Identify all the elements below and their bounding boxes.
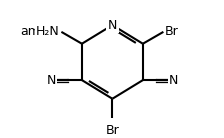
Text: N: N bbox=[46, 74, 56, 87]
Text: Br: Br bbox=[165, 25, 179, 38]
Text: amino: amino bbox=[20, 25, 59, 38]
Text: H₂N: H₂N bbox=[36, 25, 60, 38]
Text: Br: Br bbox=[106, 124, 119, 137]
Text: N: N bbox=[169, 74, 179, 87]
Text: N: N bbox=[108, 19, 117, 32]
